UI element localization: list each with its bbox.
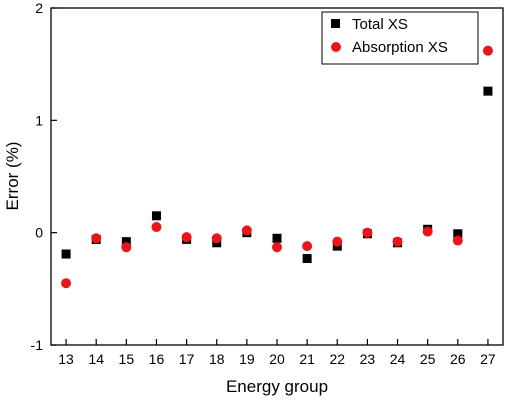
legend-marker-total-xs bbox=[331, 19, 340, 28]
legend-label-absorption-xs: Absorption XS bbox=[352, 39, 448, 56]
y-axis-title: Error (%) bbox=[3, 142, 22, 211]
legend-box bbox=[321, 11, 479, 65]
point-absorption-xs bbox=[302, 241, 313, 252]
point-total-xs bbox=[121, 237, 131, 247]
point-total-xs bbox=[453, 229, 463, 239]
x-tick-label: 19 bbox=[239, 351, 255, 367]
x-axis-title: Energy group bbox=[226, 377, 328, 396]
point-absorption-xs bbox=[211, 233, 222, 244]
legend-label-total-xs: Total XS bbox=[352, 16, 408, 33]
x-tick-label: 18 bbox=[209, 351, 225, 367]
x-tick-label: 17 bbox=[179, 351, 195, 367]
point-total-xs bbox=[61, 249, 71, 259]
point-total-xs bbox=[483, 86, 493, 96]
x-tick-label: 23 bbox=[360, 351, 376, 367]
x-tick-label: 13 bbox=[58, 351, 74, 367]
y-tick-label: 2 bbox=[35, 0, 43, 16]
x-tick-label: 14 bbox=[88, 351, 104, 367]
x-tick-label: 20 bbox=[269, 351, 285, 367]
x-axis: 13 14 15 16 17 18 19 20 21 22 23 24 25 26 27 bbox=[58, 339, 496, 367]
x-tick-label: 26 bbox=[450, 351, 466, 367]
point-absorption-xs bbox=[482, 45, 493, 56]
point-absorption-xs bbox=[422, 226, 433, 237]
x-tick-label: 16 bbox=[149, 351, 165, 367]
point-absorption-xs bbox=[332, 236, 343, 247]
data-points bbox=[61, 45, 493, 289]
x-tick-label: 21 bbox=[299, 351, 315, 367]
x-tick-label: 25 bbox=[420, 351, 436, 367]
point-absorption-xs bbox=[452, 235, 463, 246]
y-tick-label: 1 bbox=[35, 112, 43, 128]
x-tick-label: 22 bbox=[329, 351, 345, 367]
point-absorption-xs bbox=[272, 242, 282, 253]
point-absorption-xs bbox=[362, 227, 373, 238]
point-total-xs bbox=[302, 254, 312, 264]
point-absorption-xs bbox=[392, 236, 403, 247]
point-absorption-xs bbox=[121, 242, 132, 253]
y-tick-label: 0 bbox=[35, 225, 43, 241]
point-absorption-xs bbox=[91, 233, 102, 244]
y-tick-label: -1 bbox=[31, 337, 44, 353]
y-axis: -1 0 1 2 bbox=[31, 0, 57, 353]
legend: Total XS Absorption XS bbox=[321, 11, 479, 65]
point-total-xs bbox=[151, 211, 161, 221]
point-total-xs bbox=[272, 233, 282, 243]
point-absorption-xs bbox=[61, 278, 72, 289]
x-tick-label: 24 bbox=[390, 351, 406, 367]
x-tick-label: 15 bbox=[119, 351, 135, 367]
x-tick-label: 27 bbox=[480, 351, 496, 367]
point-absorption-xs bbox=[241, 225, 252, 236]
point-absorption-xs bbox=[181, 232, 192, 243]
legend-marker-absorption-xs bbox=[331, 42, 341, 52]
point-absorption-xs bbox=[151, 222, 162, 233]
